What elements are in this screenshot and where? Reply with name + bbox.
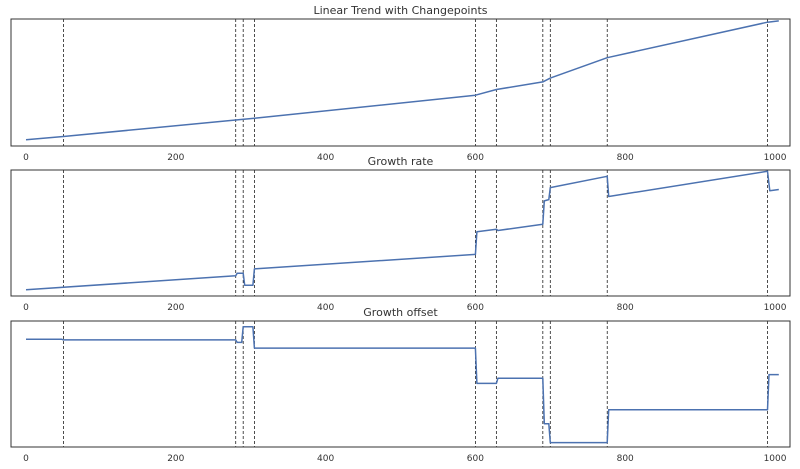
x-tick-label: 800 [617, 454, 634, 464]
axes-frame [10, 169, 791, 297]
x-tick-label: 400 [317, 153, 334, 163]
chart-title: Growth offset [363, 306, 438, 319]
x-tick-label: 1000 [764, 454, 787, 464]
series-line-growth-offset [26, 325, 779, 444]
x-tick-label: 200 [167, 454, 184, 464]
x-tick-label: 600 [467, 303, 484, 313]
x-tick-label: 400 [317, 303, 334, 313]
x-tick-label: 200 [167, 153, 184, 163]
x-tick-label: 800 [617, 303, 634, 313]
series-line-trend [25, 20, 779, 141]
panel-1: Linear Trend with Changepoints 0 200 400 600… [10, 4, 791, 163]
x-tick-label: 400 [317, 454, 334, 464]
x-tick-label: 0 [23, 153, 29, 163]
series-line-growth-rate [25, 170, 779, 291]
x-tick-label: 1000 [764, 153, 787, 163]
x-tick-label: 0 [23, 454, 29, 464]
axes-frame [10, 320, 791, 448]
x-tick-label: 1000 [764, 303, 787, 313]
x-tick-label: 600 [467, 454, 484, 464]
panel-2: Growth rate 0 200 400 600 800 1000 [10, 155, 791, 313]
chart-title: Linear Trend with Changepoints [313, 4, 487, 17]
axes-frame [10, 18, 791, 147]
x-tick-label: 800 [617, 153, 634, 163]
x-tick-label: 600 [467, 153, 484, 163]
panel-3: Growth offset 0 200 400 600 800 1000 [10, 306, 791, 464]
x-tick-label: 0 [23, 303, 29, 313]
chart-title: Growth rate [368, 155, 434, 168]
x-tick-label: 200 [167, 303, 184, 313]
